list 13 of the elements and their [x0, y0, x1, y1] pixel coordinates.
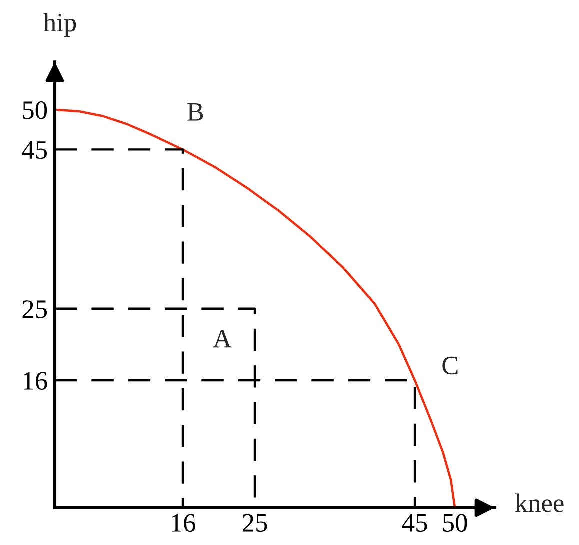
x-tick-label: 16: [172, 514, 196, 532]
x-tick-label: 45: [402, 514, 428, 532]
x-tick-label: 25: [242, 514, 268, 532]
x-tick-label: 50: [443, 514, 468, 532]
y-tick-label: 16: [24, 372, 48, 390]
x-axis-title: knee: [515, 494, 564, 512]
y-tick-label: 50: [23, 102, 48, 120]
y-axis-title: hip: [44, 13, 76, 38]
y-tick-label: 45: [22, 141, 48, 160]
annotation: B: [188, 103, 204, 121]
annotation: A: [213, 330, 232, 348]
annotation: C: [442, 356, 458, 375]
y-tick-label: 25: [22, 300, 48, 318]
